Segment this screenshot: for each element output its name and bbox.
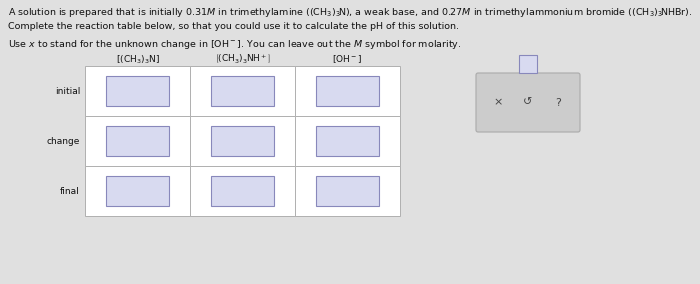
Bar xyxy=(85,66,190,116)
Bar xyxy=(190,116,295,166)
Bar xyxy=(295,116,400,166)
Bar xyxy=(211,176,274,206)
Bar xyxy=(106,76,169,106)
Bar xyxy=(519,55,537,73)
Text: Complete the reaction table below, so that you could use it to calculate the pH : Complete the reaction table below, so th… xyxy=(8,22,459,31)
Bar xyxy=(316,126,379,156)
Bar xyxy=(295,166,400,216)
Text: initial: initial xyxy=(55,87,80,95)
Text: ↺: ↺ xyxy=(524,97,533,108)
Bar xyxy=(190,166,295,216)
Text: A solution is prepared that is initially 0.31$M$ in trimethylamine $\left(\left(: A solution is prepared that is initially… xyxy=(8,6,692,19)
Bar xyxy=(85,116,190,166)
Bar xyxy=(85,166,190,216)
Bar xyxy=(190,66,295,116)
Bar xyxy=(295,66,400,116)
Text: $\left[(\mathrm{CH_3})_3\mathrm{N}\right]$: $\left[(\mathrm{CH_3})_3\mathrm{N}\right… xyxy=(116,53,160,66)
Text: $\left[(\mathrm{CH_3})_3\mathrm{NH}^+\right]$: $\left[(\mathrm{CH_3})_3\mathrm{NH}^+\ri… xyxy=(214,53,270,66)
Text: ×: × xyxy=(494,97,503,108)
Bar xyxy=(316,176,379,206)
Bar xyxy=(106,126,169,156)
FancyBboxPatch shape xyxy=(476,73,580,132)
Text: change: change xyxy=(47,137,80,145)
Text: Use $x$ to stand for the unknown change in $\left[\mathrm{OH}^-\right]$. You can: Use $x$ to stand for the unknown change … xyxy=(8,38,461,51)
Bar xyxy=(211,76,274,106)
Bar xyxy=(211,126,274,156)
Bar xyxy=(316,76,379,106)
Text: ?: ? xyxy=(555,97,561,108)
Text: final: final xyxy=(60,187,80,195)
Text: $\left[\mathrm{OH}^-\right]$: $\left[\mathrm{OH}^-\right]$ xyxy=(332,53,363,65)
Bar xyxy=(106,176,169,206)
